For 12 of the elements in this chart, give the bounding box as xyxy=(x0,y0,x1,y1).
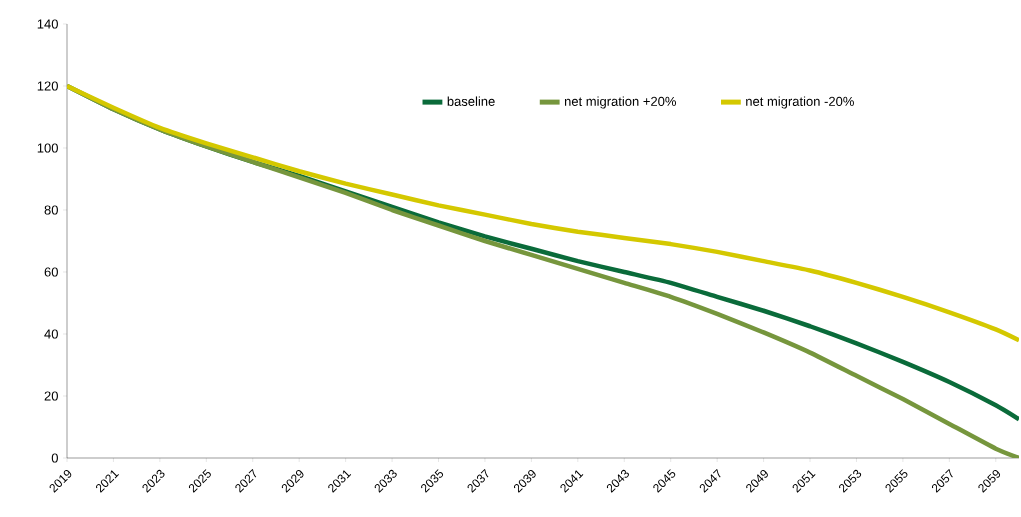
y-tick-label: 40 xyxy=(44,329,58,339)
y-tick-label: 120 xyxy=(37,81,58,91)
y-tick-label: 0 xyxy=(51,453,58,463)
line-series xyxy=(67,83,1020,343)
legend-label: net migration +20% xyxy=(564,96,676,109)
y-tick-label: 100 xyxy=(37,143,58,153)
y-tick-label: 60 xyxy=(44,267,58,277)
legend-label: net migration -20% xyxy=(746,96,854,109)
y-tick-label: 80 xyxy=(44,205,58,215)
legend-label: baseline xyxy=(447,96,495,106)
y-tick-label: 20 xyxy=(44,391,58,401)
y-tick-label: 140 xyxy=(37,19,58,29)
